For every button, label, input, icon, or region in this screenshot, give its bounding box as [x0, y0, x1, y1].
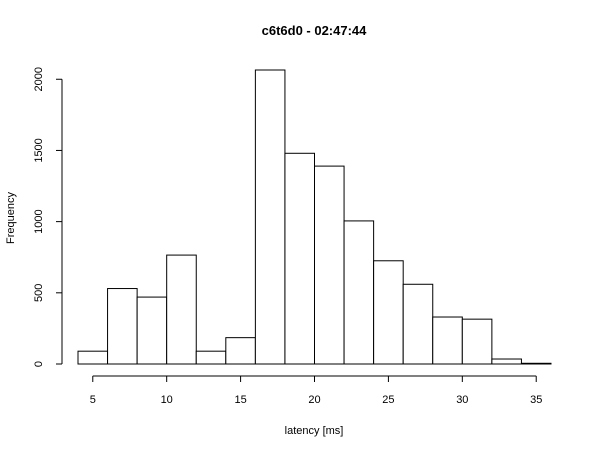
x-tick-label: 30	[456, 394, 468, 406]
histogram-bar	[107, 288, 138, 365]
x-tick-label: 5	[90, 394, 96, 406]
y-tick-label: 0	[33, 361, 45, 367]
y-tick-label: 1000	[33, 209, 45, 233]
y-tick-label: 500	[33, 284, 45, 302]
histogram-bar	[254, 69, 286, 365]
x-tick-label: 20	[308, 394, 320, 406]
histogram-bar	[166, 254, 197, 365]
histogram-bar	[136, 296, 168, 365]
histogram-bar	[343, 220, 375, 365]
y-axis: 0 500 1000 1500 2000	[33, 67, 63, 367]
histogram-bar	[225, 337, 256, 365]
histogram-bar	[520, 362, 552, 365]
histogram-bar	[491, 358, 522, 365]
x-axis: 5 10 15 20 25 30 35	[90, 375, 542, 406]
histogram-bar	[314, 165, 345, 365]
histogram-bar	[373, 260, 404, 365]
x-tick-label: 25	[382, 394, 394, 406]
histogram-bar	[77, 350, 109, 365]
y-axis-label: Frequency	[5, 192, 17, 244]
chart-title: c6t6d0 - 02:47:44	[262, 23, 368, 38]
histogram-bar	[284, 152, 315, 365]
histogram-bar	[402, 283, 434, 365]
histogram-bar	[461, 318, 493, 365]
histogram-bar	[195, 350, 227, 365]
bars-group	[77, 69, 552, 365]
x-axis-label: latency [ms]	[285, 425, 344, 437]
histogram-bar	[432, 316, 463, 365]
x-tick-label: 35	[530, 394, 542, 406]
x-tick-label: 10	[161, 394, 173, 406]
x-tick-label: 15	[234, 394, 246, 406]
y-tick-label: 2000	[33, 67, 45, 91]
y-tick-label: 1500	[33, 138, 45, 162]
